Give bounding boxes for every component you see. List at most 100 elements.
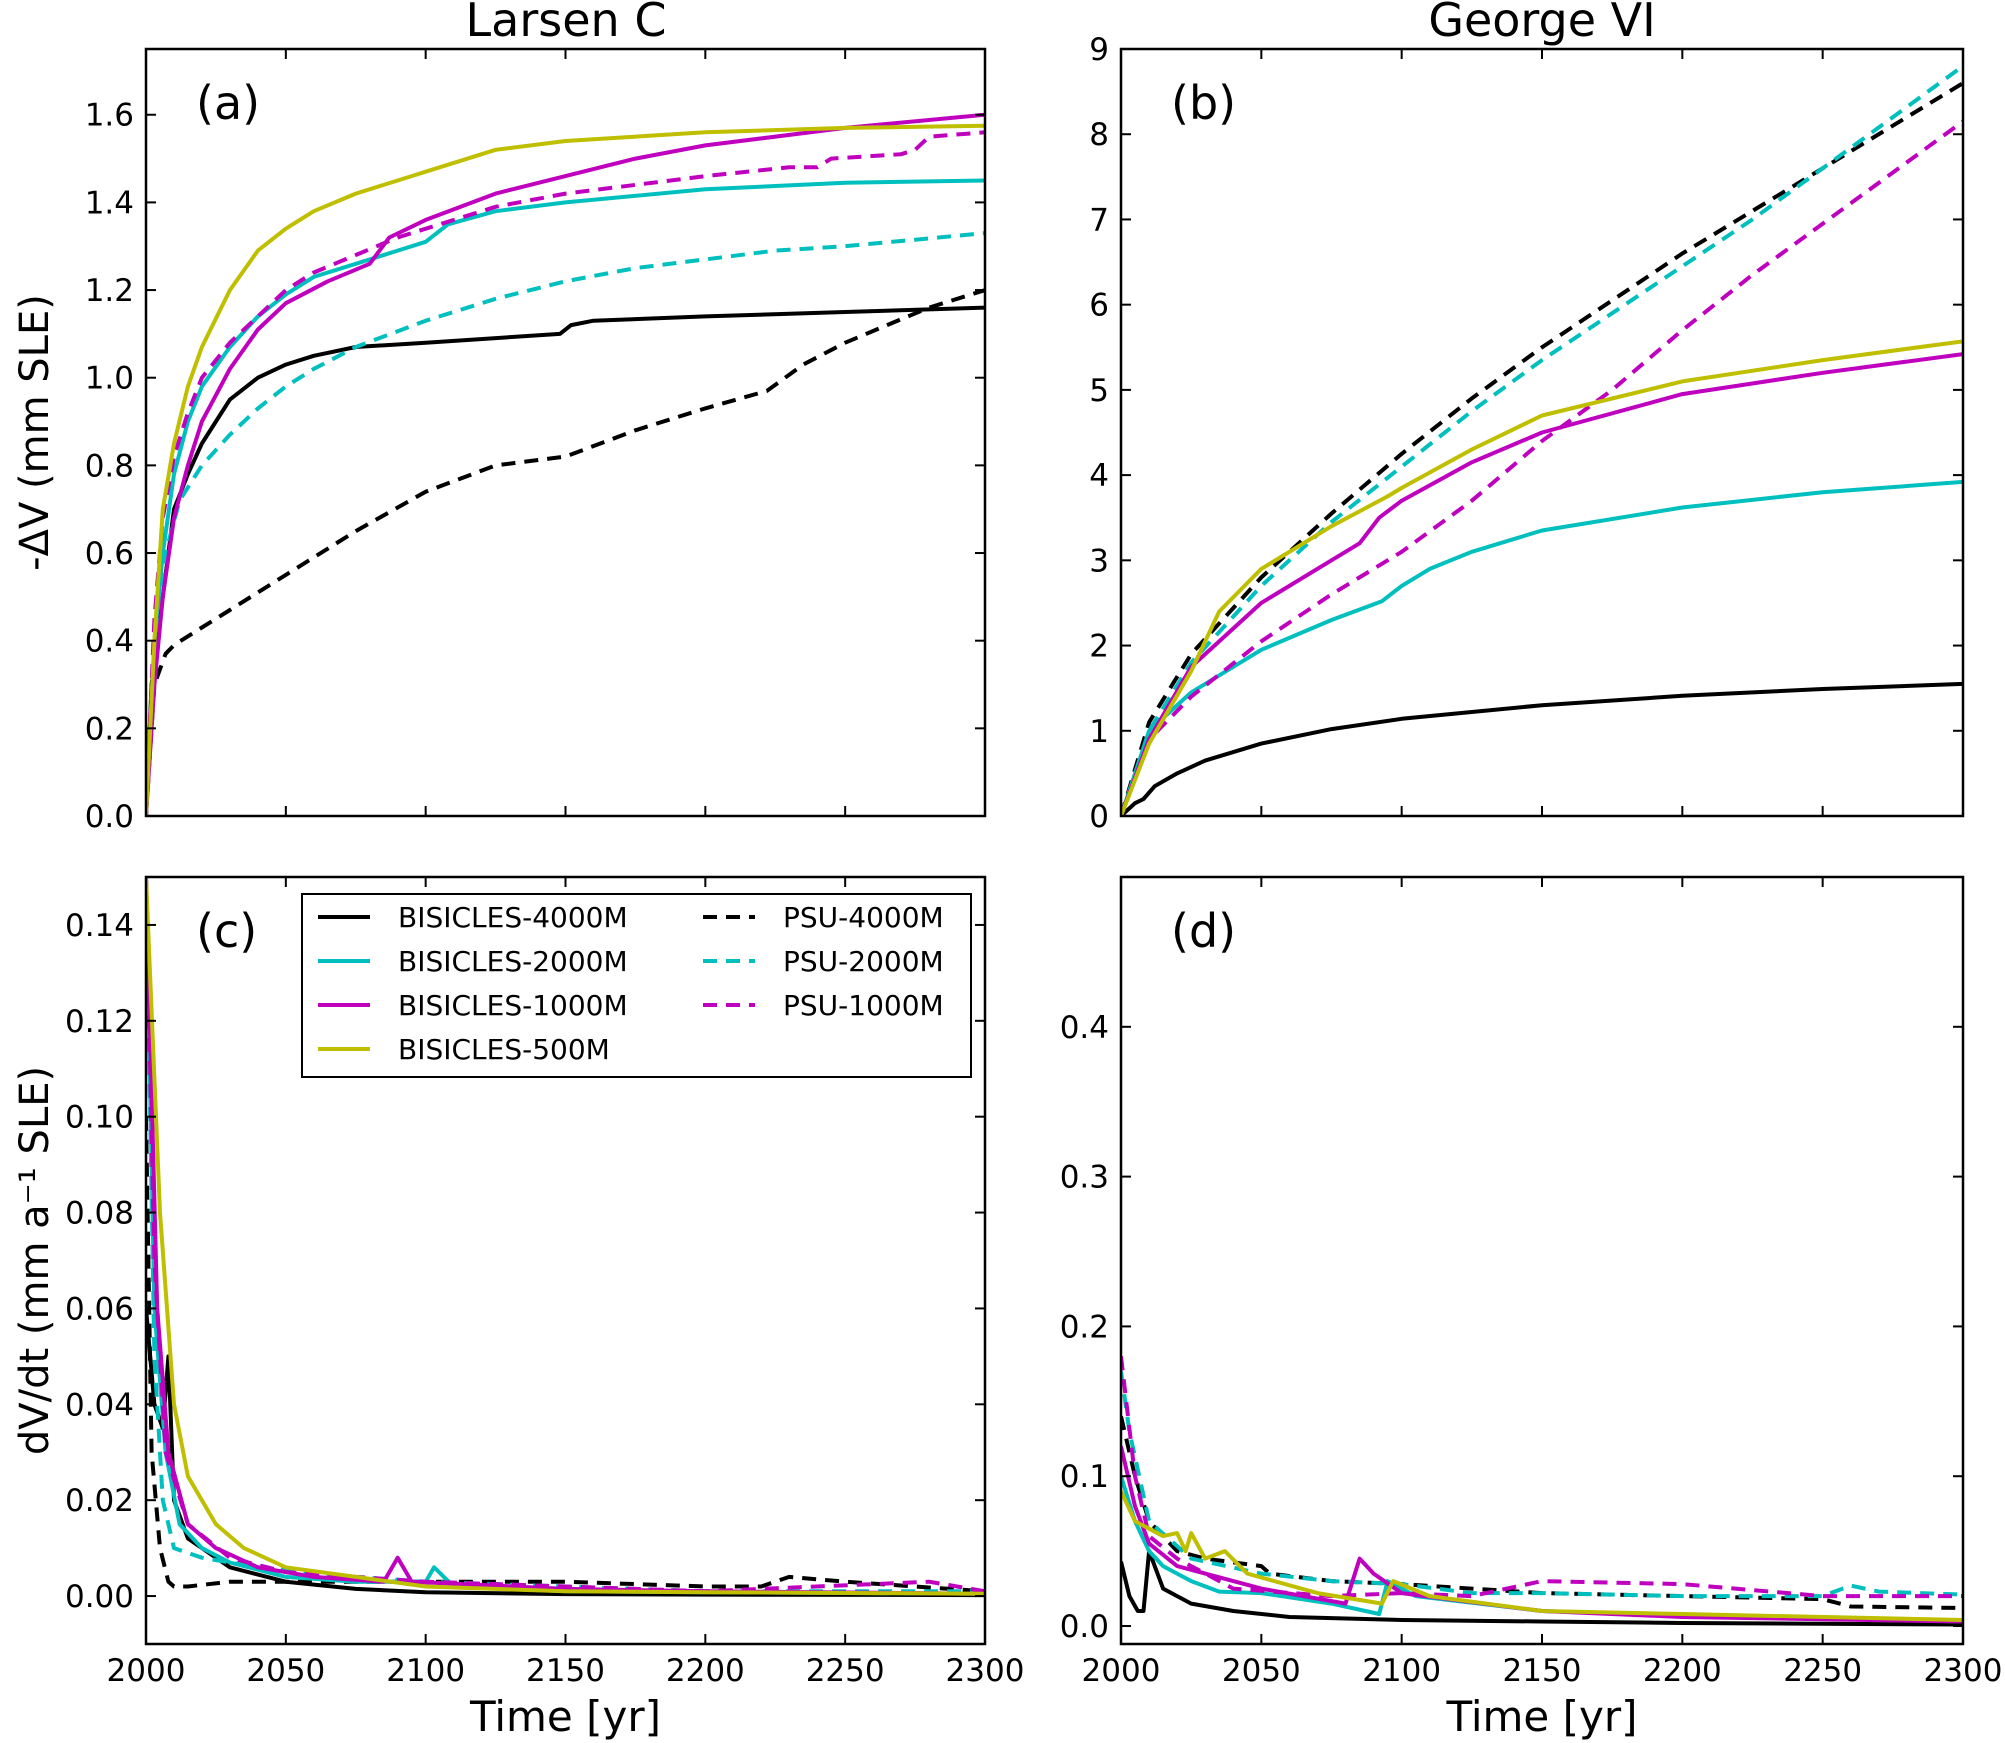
column-title-george-vi: George VI bbox=[1428, 0, 1655, 47]
series-line-bisicles-1000m bbox=[146, 112, 985, 816]
y-tick-label: 0.02 bbox=[65, 1483, 134, 1519]
series-line-bisicles-2000m bbox=[1121, 1475, 1963, 1624]
series-line-bisicles-500m bbox=[146, 123, 985, 816]
x-tick-label: 2050 bbox=[1222, 1653, 1301, 1689]
panel-b: 0 1 2 3 4 5 6 7 8 9 (b) bbox=[1089, 32, 1965, 835]
series-line-bisicles-500m bbox=[1121, 339, 1963, 816]
y-tick-label: 0.6 bbox=[85, 536, 134, 572]
x-axis-label: Time [yr] bbox=[469, 1692, 661, 1741]
series-line-bisicles-500m bbox=[1121, 1490, 1963, 1622]
y-tick-label: 4 bbox=[1089, 458, 1109, 494]
y-tick-label: 6 bbox=[1089, 288, 1109, 324]
panel-label: (c) bbox=[196, 904, 257, 958]
y-tick-label: 2 bbox=[1089, 629, 1109, 665]
y-tick-label: 1.2 bbox=[85, 273, 134, 309]
y-tick-label: 1.6 bbox=[85, 98, 134, 134]
x-tick-label: 2000 bbox=[107, 1653, 186, 1689]
x-tick-label: 2250 bbox=[806, 1653, 885, 1689]
legend: BISICLES-4000M PSU-4000M BISICLES-2000M PSU… bbox=[301, 893, 972, 1078]
series-line-psu-4000m bbox=[146, 288, 985, 816]
x-tick-label: 2250 bbox=[1783, 1653, 1862, 1689]
y-tick-label: 1 bbox=[1089, 714, 1109, 750]
y-tick-label: 0.00 bbox=[65, 1579, 134, 1615]
y-tick-label: 0.04 bbox=[65, 1387, 134, 1423]
legend-label: BISICLES-500M bbox=[398, 1033, 610, 1066]
panel-d: 2000 2050 2100 2150 2200 2250 2300 0.0 0.1 0.2 0.3… bbox=[1060, 875, 2003, 1741]
y-tick-label: 1.4 bbox=[85, 185, 134, 221]
legend-label: PSU-1000M bbox=[783, 989, 944, 1022]
legend-label: BISICLES-1000M bbox=[398, 989, 628, 1022]
y-tick-label: 0.2 bbox=[1060, 1309, 1109, 1345]
panel-c: 2000 2050 2100 2150 2200 2250 2300 0.00 0.02 0.04… bbox=[12, 875, 1024, 1741]
series-group bbox=[1121, 64, 1963, 816]
series-line-bisicles-2000m bbox=[146, 178, 985, 816]
x-tick-label: 2150 bbox=[1503, 1653, 1582, 1689]
x-tick-label: 2000 bbox=[1082, 1653, 1161, 1689]
y-tick-label: 1.0 bbox=[85, 361, 134, 397]
y-tick-label: 0.14 bbox=[65, 908, 134, 944]
y-tick-label: 0.4 bbox=[85, 624, 134, 660]
series-line-psu-4000m bbox=[146, 1116, 985, 1594]
y-tick-label: 0.2 bbox=[85, 711, 134, 747]
plot-frame bbox=[1119, 875, 1965, 1646]
series-group bbox=[1121, 1356, 1963, 1627]
series-line-psu-1000m bbox=[1121, 1356, 1963, 1599]
plot-frame bbox=[144, 47, 987, 818]
series-line-psu-4000m bbox=[1121, 1415, 1963, 1610]
series-line-psu-1000m bbox=[1121, 119, 1963, 816]
x-tick-label: 2200 bbox=[666, 1653, 745, 1689]
x-tick-label: 2050 bbox=[246, 1653, 325, 1689]
legend-item: PSU-4000M bbox=[703, 901, 944, 934]
series-group bbox=[146, 112, 985, 816]
panel-a: 0.0 0.2 0.4 0.6 0.8 1.0 1.2 1.4 1.6 (a) -ΔV (mm SL… bbox=[12, 47, 987, 835]
series-line-bisicles-4000m bbox=[146, 305, 985, 816]
series-line-psu-4000m bbox=[1121, 81, 1963, 816]
legend-item: BISICLES-500M bbox=[318, 1033, 610, 1066]
column-title-larsen-c: Larsen C bbox=[466, 0, 667, 47]
legend-label: PSU-2000M bbox=[783, 945, 944, 978]
y-axis-label: -ΔV (mm SLE) bbox=[12, 294, 58, 571]
y-tick-label: 5 bbox=[1089, 373, 1109, 409]
y-tick-label: 0.06 bbox=[65, 1291, 134, 1327]
series-line-bisicles-2000m bbox=[1121, 479, 1963, 816]
y-tick-label: 0.8 bbox=[85, 448, 134, 484]
y-tick-label: 0.3 bbox=[1060, 1160, 1109, 1196]
panel-label: (a) bbox=[196, 76, 260, 130]
x-tick-label: 2100 bbox=[1362, 1653, 1441, 1689]
series-line-bisicles-4000m bbox=[1121, 681, 1963, 816]
x-tick-label: 2200 bbox=[1643, 1653, 1722, 1689]
series-line-bisicles-500m bbox=[146, 877, 985, 1596]
series-line-bisicles-1000m bbox=[146, 877, 985, 1596]
legend-label: BISICLES-4000M bbox=[398, 901, 628, 934]
y-tick-label: 0.12 bbox=[65, 1004, 134, 1040]
y-tick-label: 0 bbox=[1089, 799, 1109, 835]
y-tick-label: 8 bbox=[1089, 117, 1109, 153]
legend-item: BISICLES-4000M bbox=[318, 901, 628, 934]
series-group bbox=[146, 877, 985, 1598]
y-tick-label: 0.1 bbox=[1060, 1459, 1109, 1495]
legend-label: BISICLES-2000M bbox=[398, 945, 628, 978]
x-tick-label: 2300 bbox=[1924, 1653, 2003, 1689]
x-axis-label: Time [yr] bbox=[1445, 1692, 1637, 1741]
legend-label: PSU-4000M bbox=[783, 901, 944, 934]
y-tick-label: 0.4 bbox=[1060, 1010, 1109, 1046]
legend-item: BISICLES-2000M bbox=[318, 945, 628, 978]
legend-item: PSU-1000M bbox=[703, 989, 944, 1022]
panel-label: (d) bbox=[1171, 904, 1236, 958]
series-line-bisicles-4000m bbox=[146, 1308, 985, 1598]
legend-box bbox=[301, 893, 972, 1078]
series-line-bisicles-4000m bbox=[1121, 1549, 1963, 1627]
series-line-psu-1000m bbox=[146, 877, 985, 1594]
legend-item: BISICLES-1000M bbox=[318, 989, 628, 1022]
panel-label: (b) bbox=[1171, 76, 1236, 130]
series-line-psu-2000m bbox=[146, 231, 985, 816]
y-tick-label: 9 bbox=[1089, 32, 1109, 68]
y-tick-label: 7 bbox=[1089, 202, 1109, 238]
y-tick-label: 0.10 bbox=[65, 1100, 134, 1136]
series-line-psu-2000m bbox=[1121, 1371, 1963, 1599]
y-tick-label: 0.08 bbox=[65, 1196, 134, 1232]
x-tick-label: 2100 bbox=[386, 1653, 465, 1689]
series-line-psu-1000m bbox=[146, 130, 985, 816]
y-axis-label: dV/dt (mm a⁻¹ SLE) bbox=[12, 1066, 58, 1455]
y-tick-label: 0.0 bbox=[85, 799, 134, 835]
